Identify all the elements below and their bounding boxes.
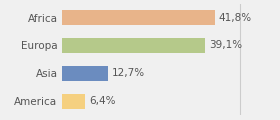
- Bar: [62, 10, 215, 25]
- Bar: [62, 38, 205, 53]
- Bar: [62, 66, 108, 81]
- Text: 41,8%: 41,8%: [219, 13, 252, 23]
- Bar: [62, 94, 85, 109]
- Text: 6,4%: 6,4%: [89, 96, 115, 106]
- Text: 39,1%: 39,1%: [209, 40, 242, 50]
- Text: 12,7%: 12,7%: [112, 68, 145, 78]
